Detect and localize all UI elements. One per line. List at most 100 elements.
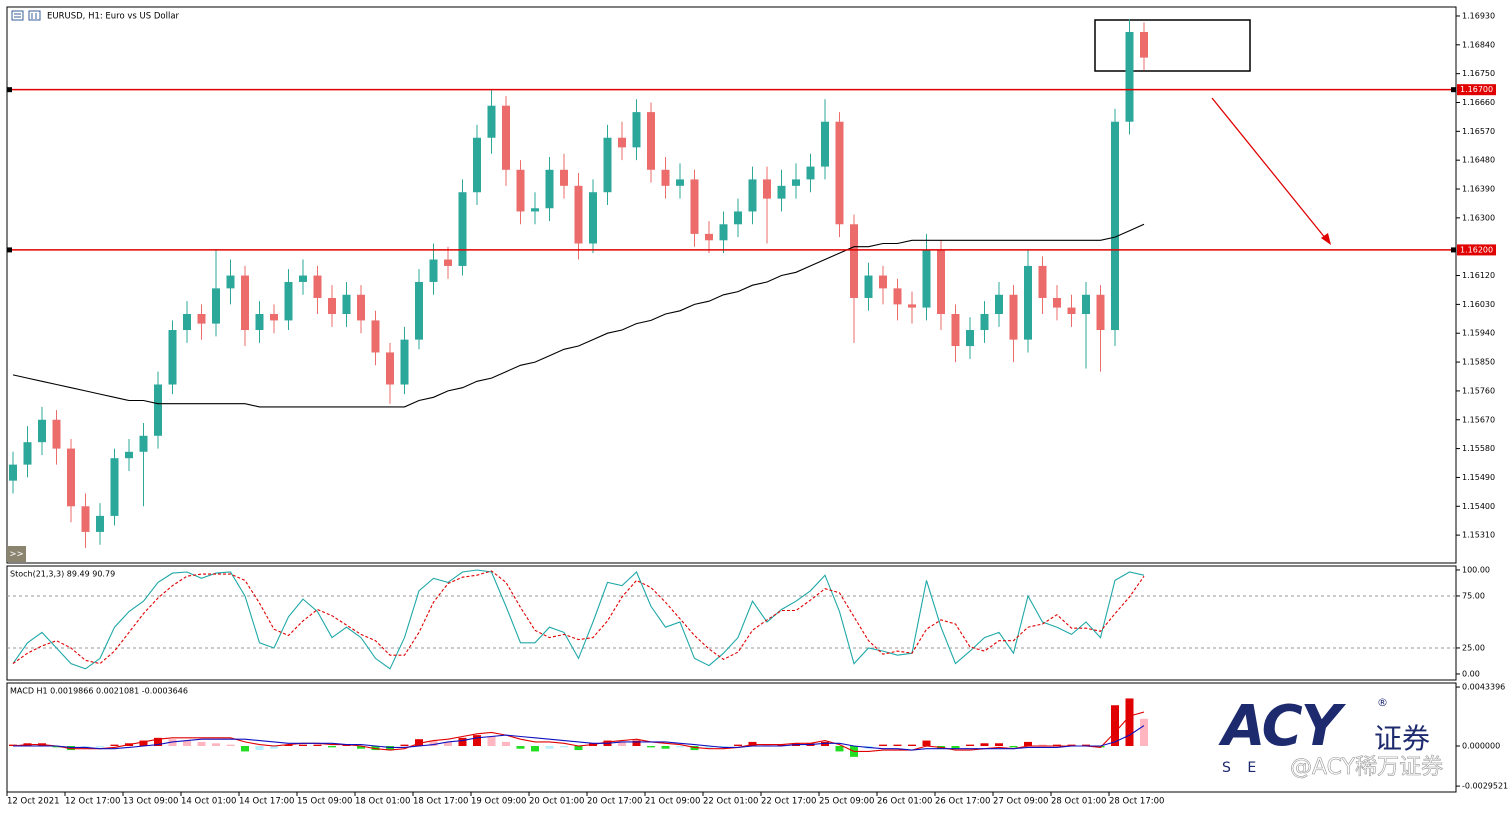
histogram-bar (574, 745, 583, 751)
candle-body (81, 506, 90, 532)
histogram-bar (647, 745, 655, 748)
histogram-bar (226, 744, 235, 746)
y-tick-label: 1.16300 (1462, 213, 1495, 222)
level-handle (1451, 87, 1456, 93)
histogram-bar (719, 745, 728, 748)
histogram-bar (139, 740, 148, 746)
candle-body (676, 179, 684, 186)
level-handle (7, 87, 12, 93)
histogram-bar (1024, 741, 1032, 746)
histogram-bar (197, 741, 206, 746)
candle-body (966, 330, 974, 347)
candle-body (1067, 307, 1076, 315)
candle-body (154, 384, 162, 436)
watermark-letters: S E (1222, 760, 1262, 776)
candle-body (328, 297, 336, 315)
candle-body (342, 294, 351, 315)
watermark-name: 证券 (1374, 722, 1430, 755)
histogram-bar (429, 740, 438, 746)
histogram-bar (676, 745, 684, 748)
scroll-button-label[interactable]: >> (9, 550, 23, 560)
candle-body (96, 515, 104, 532)
x-tick-label: 26 Oct 01:00 (877, 797, 932, 807)
x-tick-label: 26 Oct 17:00 (935, 797, 990, 807)
chart-icon[interactable] (28, 10, 41, 21)
histogram-bar (299, 744, 307, 746)
histogram-bar (995, 743, 1003, 746)
level-label-box (1457, 84, 1496, 96)
candle-body (922, 249, 931, 308)
scroll-button[interactable] (7, 546, 26, 562)
histogram-bar (502, 741, 510, 746)
candle-body (690, 179, 699, 234)
candle-body (1096, 294, 1105, 331)
candle-body (719, 224, 728, 241)
candle-body (545, 169, 554, 209)
x-tick-label: 14 Oct 17:00 (239, 797, 294, 807)
y-tick-label: 1.16840 (1462, 40, 1495, 49)
histogram-bar (951, 745, 960, 749)
candle-body (864, 275, 873, 298)
x-tick-label: 12 Oct 17:00 (65, 797, 120, 807)
candle-body (1053, 297, 1061, 308)
trend-arrow-head (1321, 233, 1331, 245)
candle-body (661, 169, 670, 186)
y-tick-label: 1.15490 (1462, 473, 1495, 482)
y-tick-label: 1.16120 (1462, 271, 1495, 280)
histogram-bar (313, 744, 322, 746)
histogram-bar (980, 743, 989, 746)
candle-body (937, 249, 945, 315)
candle-body (632, 112, 641, 148)
histogram-bar (835, 745, 844, 752)
series-line (12, 711, 1145, 752)
histogram-bar (371, 745, 380, 751)
candle-body (386, 352, 394, 385)
histogram-bar (1111, 705, 1119, 746)
histogram-bar (777, 744, 786, 746)
candle-body (1009, 294, 1018, 340)
candle-body (125, 451, 133, 459)
menu-icon[interactable] (11, 10, 24, 21)
histogram-bar (661, 745, 670, 749)
candle-body (197, 314, 206, 324)
candle-body (821, 121, 829, 167)
candle-body (705, 233, 713, 241)
histogram-bar (560, 745, 568, 748)
y-tick-label: 1.15670 (1462, 415, 1495, 424)
level-handle (1451, 247, 1456, 253)
candle-body (400, 339, 409, 385)
series-line (12, 569, 1145, 670)
histogram-bar (255, 745, 264, 751)
x-tick-label: 14 Oct 01:00 (181, 797, 236, 807)
candle-body (226, 275, 235, 289)
histogram-bar (9, 744, 17, 746)
histogram-bar (531, 745, 539, 752)
y-tick-label: 1.15310 (1462, 531, 1495, 540)
histogram-bar (52, 745, 61, 748)
histogram-bar (1125, 698, 1134, 746)
histogram-bar (357, 745, 365, 749)
y-tick-label: 0.000000 (1462, 741, 1500, 750)
y-tick-label: -0.0029521 (1462, 782, 1508, 791)
candle-body (951, 314, 960, 347)
watermark-logo: ACY (1218, 694, 1347, 759)
histogram-bar (908, 744, 916, 746)
y-tick-label: 1.16570 (1462, 127, 1495, 136)
y-tick-label: 1.16750 (1462, 69, 1495, 78)
level-label: 1.16700 (1460, 85, 1493, 94)
candle-body (458, 192, 467, 266)
candle-body (995, 294, 1003, 315)
y-tick-label: 1.16660 (1462, 98, 1495, 107)
histogram-bar (545, 745, 554, 749)
y-tick-label: 1.16930 (1462, 11, 1495, 20)
candle-body (415, 281, 423, 340)
histogram-bar (444, 741, 452, 746)
candle-body (38, 419, 46, 443)
y-tick-label: 1.15760 (1462, 386, 1495, 395)
histogram-bar (96, 745, 104, 748)
y-tick-label: 1.15400 (1462, 502, 1495, 511)
